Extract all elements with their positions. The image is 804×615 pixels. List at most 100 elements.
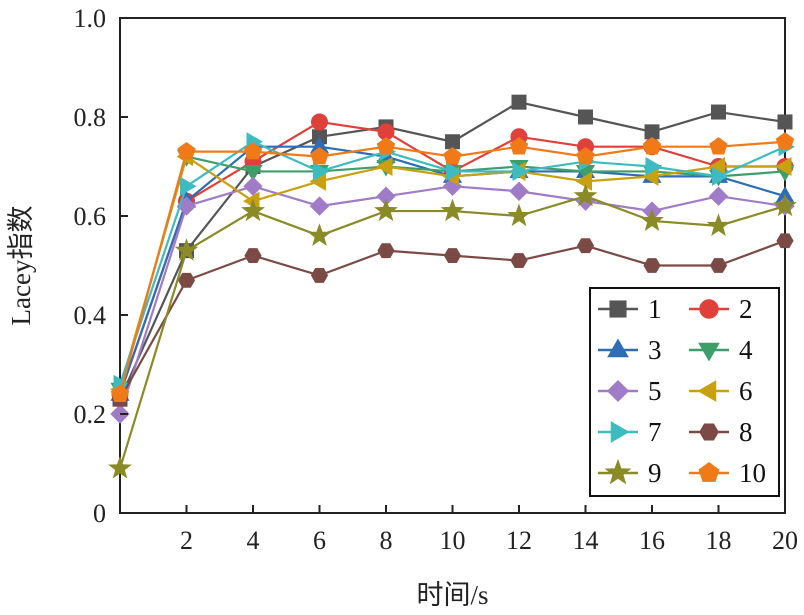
data-point [509,181,529,201]
legend-marker [610,421,630,443]
legend-marker [609,300,627,318]
legend-label: 7 [648,417,662,447]
data-point [376,137,396,155]
data-point [440,198,465,222]
data-point [510,253,528,268]
x-tick-label: 12 [506,526,532,555]
data-point [310,267,329,283]
x-tick-label: 4 [247,526,260,555]
legend-label: 10 [739,458,766,488]
data-point [241,198,265,222]
y-tick-label: 0.4 [74,301,107,330]
legend-marker [699,299,719,319]
data-point [108,455,132,479]
data-point [640,208,664,232]
data-point [180,176,197,196]
legend-item: 6 [689,376,753,406]
data-point [509,137,529,155]
x-tick-label: 14 [573,526,599,555]
data-point [377,243,395,259]
data-point [642,137,662,155]
x-tick-label: 18 [706,526,732,555]
data-point [643,258,661,273]
data-point [775,132,795,150]
data-point [443,248,462,264]
data-point [712,166,729,186]
data-point [507,203,531,227]
data-point [311,113,328,131]
data-point [776,233,794,249]
legend-marker [607,338,629,358]
data-point [644,124,660,140]
legend-item: 7 [598,417,662,447]
data-point [777,114,793,130]
data-point [174,238,199,261]
data-point [244,248,262,264]
data-point [446,161,463,181]
legend-marker [604,458,632,485]
legend-label: 5 [648,376,662,406]
data-point [374,198,398,222]
data-point [243,164,263,182]
data-point [110,384,130,402]
x-tick-label: 20 [772,526,798,555]
data-point [512,161,530,181]
data-point [313,161,330,181]
series-10 [110,132,795,402]
y-tick-label: 0.6 [74,202,107,231]
legend-item: 9 [598,458,662,488]
legend-label: 1 [648,294,662,324]
data-point [177,272,196,288]
data-point [445,134,460,150]
data-point [573,183,598,207]
data-point [708,186,729,206]
data-point [307,223,332,246]
legend-item: 8 [689,417,753,447]
x-tick-label: 10 [440,526,466,555]
data-point [709,258,728,273]
data-point [177,142,196,160]
legend-item: 10 [689,458,766,488]
data-point [309,196,330,216]
data-point [375,156,393,177]
data-point [576,146,595,165]
x-tick-label: 6 [313,526,326,555]
y-tick-label: 0.8 [74,103,107,132]
data-point [774,156,792,177]
data-point [443,146,462,165]
data-point [310,146,329,165]
legend-label: 2 [739,294,753,324]
legend-item: 3 [598,335,662,365]
legend-marker [697,380,717,402]
data-point [709,137,728,155]
legend-marker [698,462,720,482]
legend-label: 3 [648,335,662,365]
legend-marker [699,423,719,441]
legend-marker [698,342,720,362]
data-point [575,171,592,191]
data-point [645,156,663,177]
legend-label: 8 [739,417,753,447]
y-tick-label: 1.0 [74,4,107,33]
legend-label: 9 [648,458,662,488]
y-axis-label: Lacey指数 [6,206,36,326]
data-point [243,142,263,160]
data-point [706,213,731,236]
y-tick-label: 0.2 [74,400,107,429]
x-axis-label: 时间/s [416,580,488,610]
data-point [576,238,595,254]
data-point [511,94,527,110]
legend-item: 5 [598,376,662,406]
data-point [578,109,593,125]
x-tick-label: 16 [639,526,665,555]
legend-item: 1 [598,294,662,324]
series-9 [108,183,797,479]
legend: 1 2 3 4 5 6 7 8 9 10 [589,287,780,497]
x-tick-label: 2 [180,526,193,555]
legend-marker [606,379,630,403]
data-point [711,104,726,120]
data-point [773,193,797,217]
y-tick-label: 0 [93,499,106,528]
legend-item: 2 [689,294,753,324]
